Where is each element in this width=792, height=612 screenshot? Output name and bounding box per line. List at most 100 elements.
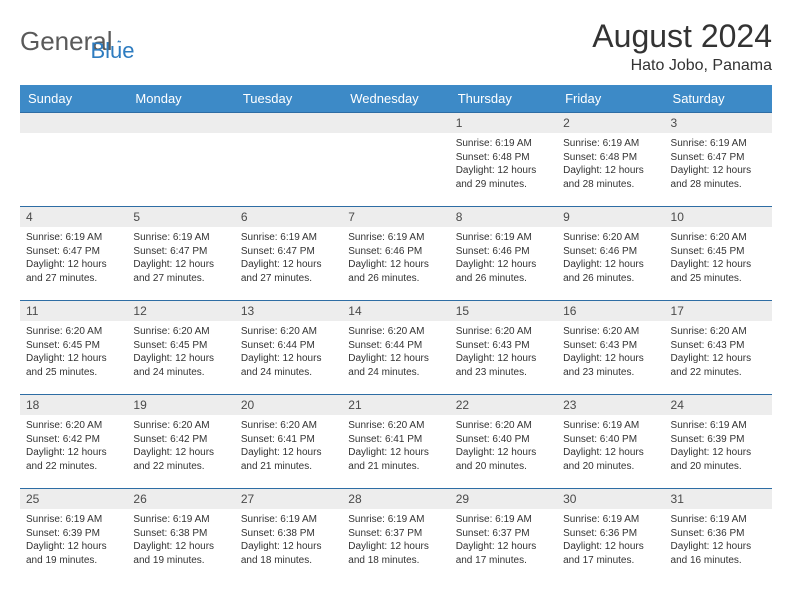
day-details: Sunrise: 6:20 AMSunset: 6:43 PMDaylight:… (665, 321, 772, 383)
day-number: 10 (665, 207, 772, 227)
calendar-cell: 9Sunrise: 6:20 AMSunset: 6:46 PMDaylight… (557, 207, 664, 301)
day-number: 27 (235, 489, 342, 509)
day-details: Sunrise: 6:19 AMSunset: 6:37 PMDaylight:… (450, 509, 557, 571)
calendar-cell: 19Sunrise: 6:20 AMSunset: 6:42 PMDayligh… (127, 395, 234, 489)
day-number: 22 (450, 395, 557, 415)
calendar-cell: 17Sunrise: 6:20 AMSunset: 6:43 PMDayligh… (665, 301, 772, 395)
day-number: 31 (665, 489, 772, 509)
calendar-cell: 25Sunrise: 6:19 AMSunset: 6:39 PMDayligh… (20, 489, 127, 583)
calendar-cell: 23Sunrise: 6:19 AMSunset: 6:40 PMDayligh… (557, 395, 664, 489)
weekday-header: Friday (557, 85, 664, 113)
calendar-cell: 8Sunrise: 6:19 AMSunset: 6:46 PMDaylight… (450, 207, 557, 301)
calendar-row: 25Sunrise: 6:19 AMSunset: 6:39 PMDayligh… (20, 489, 772, 583)
calendar-cell (20, 113, 127, 207)
day-number: 26 (127, 489, 234, 509)
title-block: August 2024 Hato Jobo, Panama (592, 18, 772, 75)
brand-logo: General Blue (20, 18, 135, 64)
day-number: 21 (342, 395, 449, 415)
day-details: Sunrise: 6:19 AMSunset: 6:47 PMDaylight:… (20, 227, 127, 289)
day-details: Sunrise: 6:20 AMSunset: 6:45 PMDaylight:… (127, 321, 234, 383)
calendar-row: 1Sunrise: 6:19 AMSunset: 6:48 PMDaylight… (20, 113, 772, 207)
day-number: 14 (342, 301, 449, 321)
day-details: Sunrise: 6:19 AMSunset: 6:47 PMDaylight:… (235, 227, 342, 289)
calendar-cell: 1Sunrise: 6:19 AMSunset: 6:48 PMDaylight… (450, 113, 557, 207)
location-label: Hato Jobo, Panama (592, 57, 772, 75)
day-details: Sunrise: 6:19 AMSunset: 6:48 PMDaylight:… (450, 133, 557, 195)
calendar-page: General Blue August 2024 Hato Jobo, Pana… (0, 0, 792, 612)
calendar-cell: 21Sunrise: 6:20 AMSunset: 6:41 PMDayligh… (342, 395, 449, 489)
day-number: 17 (665, 301, 772, 321)
day-details: Sunrise: 6:19 AMSunset: 6:47 PMDaylight:… (665, 133, 772, 195)
day-details: Sunrise: 6:20 AMSunset: 6:45 PMDaylight:… (665, 227, 772, 289)
day-number: 18 (20, 395, 127, 415)
day-details: Sunrise: 6:20 AMSunset: 6:42 PMDaylight:… (20, 415, 127, 477)
calendar-cell: 14Sunrise: 6:20 AMSunset: 6:44 PMDayligh… (342, 301, 449, 395)
calendar-cell: 11Sunrise: 6:20 AMSunset: 6:45 PMDayligh… (20, 301, 127, 395)
day-details: Sunrise: 6:19 AMSunset: 6:36 PMDaylight:… (557, 509, 664, 571)
day-details: Sunrise: 6:19 AMSunset: 6:40 PMDaylight:… (557, 415, 664, 477)
weekday-header: Saturday (665, 85, 772, 113)
day-number: 28 (342, 489, 449, 509)
day-number: 11 (20, 301, 127, 321)
calendar-cell: 24Sunrise: 6:19 AMSunset: 6:39 PMDayligh… (665, 395, 772, 489)
day-details: Sunrise: 6:20 AMSunset: 6:43 PMDaylight:… (557, 321, 664, 383)
day-details: Sunrise: 6:20 AMSunset: 6:40 PMDaylight:… (450, 415, 557, 477)
day-details: Sunrise: 6:19 AMSunset: 6:39 PMDaylight:… (665, 415, 772, 477)
calendar-cell (235, 113, 342, 207)
calendar-cell: 28Sunrise: 6:19 AMSunset: 6:37 PMDayligh… (342, 489, 449, 583)
day-details: Sunrise: 6:19 AMSunset: 6:37 PMDaylight:… (342, 509, 449, 571)
calendar-cell: 26Sunrise: 6:19 AMSunset: 6:38 PMDayligh… (127, 489, 234, 583)
calendar-cell: 15Sunrise: 6:20 AMSunset: 6:43 PMDayligh… (450, 301, 557, 395)
day-number: 6 (235, 207, 342, 227)
calendar-cell: 4Sunrise: 6:19 AMSunset: 6:47 PMDaylight… (20, 207, 127, 301)
day-number: 25 (20, 489, 127, 509)
calendar-body: 1Sunrise: 6:19 AMSunset: 6:48 PMDaylight… (20, 113, 772, 583)
weekday-header: Tuesday (235, 85, 342, 113)
brand-text-b: Blue (91, 38, 135, 64)
day-details: Sunrise: 6:19 AMSunset: 6:36 PMDaylight:… (665, 509, 772, 571)
calendar-cell (127, 113, 234, 207)
calendar-cell: 5Sunrise: 6:19 AMSunset: 6:47 PMDaylight… (127, 207, 234, 301)
day-details: Sunrise: 6:20 AMSunset: 6:44 PMDaylight:… (235, 321, 342, 383)
calendar-row: 18Sunrise: 6:20 AMSunset: 6:42 PMDayligh… (20, 395, 772, 489)
day-details: Sunrise: 6:20 AMSunset: 6:43 PMDaylight:… (450, 321, 557, 383)
day-number: 16 (557, 301, 664, 321)
weekday-header: Monday (127, 85, 234, 113)
day-number: 19 (127, 395, 234, 415)
day-details: Sunrise: 6:20 AMSunset: 6:44 PMDaylight:… (342, 321, 449, 383)
day-number: 24 (665, 395, 772, 415)
calendar-cell: 12Sunrise: 6:20 AMSunset: 6:45 PMDayligh… (127, 301, 234, 395)
weekday-header: Sunday (20, 85, 127, 113)
day-number: 29 (450, 489, 557, 509)
day-details: Sunrise: 6:19 AMSunset: 6:38 PMDaylight:… (127, 509, 234, 571)
day-number: 13 (235, 301, 342, 321)
day-number: 4 (20, 207, 127, 227)
calendar-cell: 7Sunrise: 6:19 AMSunset: 6:46 PMDaylight… (342, 207, 449, 301)
day-details: Sunrise: 6:19 AMSunset: 6:48 PMDaylight:… (557, 133, 664, 195)
day-number: 8 (450, 207, 557, 227)
calendar-cell: 6Sunrise: 6:19 AMSunset: 6:47 PMDaylight… (235, 207, 342, 301)
day-number: 15 (450, 301, 557, 321)
calendar-cell: 3Sunrise: 6:19 AMSunset: 6:47 PMDaylight… (665, 113, 772, 207)
calendar-cell: 27Sunrise: 6:19 AMSunset: 6:38 PMDayligh… (235, 489, 342, 583)
day-number: 2 (557, 113, 664, 133)
day-number: 20 (235, 395, 342, 415)
calendar-cell (342, 113, 449, 207)
day-number: 9 (557, 207, 664, 227)
calendar-cell: 20Sunrise: 6:20 AMSunset: 6:41 PMDayligh… (235, 395, 342, 489)
day-details: Sunrise: 6:20 AMSunset: 6:41 PMDaylight:… (342, 415, 449, 477)
calendar-head: SundayMondayTuesdayWednesdayThursdayFrid… (20, 85, 772, 113)
day-details: Sunrise: 6:19 AMSunset: 6:38 PMDaylight:… (235, 509, 342, 571)
calendar-cell: 29Sunrise: 6:19 AMSunset: 6:37 PMDayligh… (450, 489, 557, 583)
day-details: Sunrise: 6:19 AMSunset: 6:47 PMDaylight:… (127, 227, 234, 289)
calendar-cell: 2Sunrise: 6:19 AMSunset: 6:48 PMDaylight… (557, 113, 664, 207)
calendar-table: SundayMondayTuesdayWednesdayThursdayFrid… (20, 85, 772, 583)
day-number: 7 (342, 207, 449, 227)
calendar-cell: 30Sunrise: 6:19 AMSunset: 6:36 PMDayligh… (557, 489, 664, 583)
weekday-header: Wednesday (342, 85, 449, 113)
weekday-header: Thursday (450, 85, 557, 113)
page-header: General Blue August 2024 Hato Jobo, Pana… (20, 18, 772, 75)
day-number: 12 (127, 301, 234, 321)
calendar-cell: 18Sunrise: 6:20 AMSunset: 6:42 PMDayligh… (20, 395, 127, 489)
calendar-row: 11Sunrise: 6:20 AMSunset: 6:45 PMDayligh… (20, 301, 772, 395)
